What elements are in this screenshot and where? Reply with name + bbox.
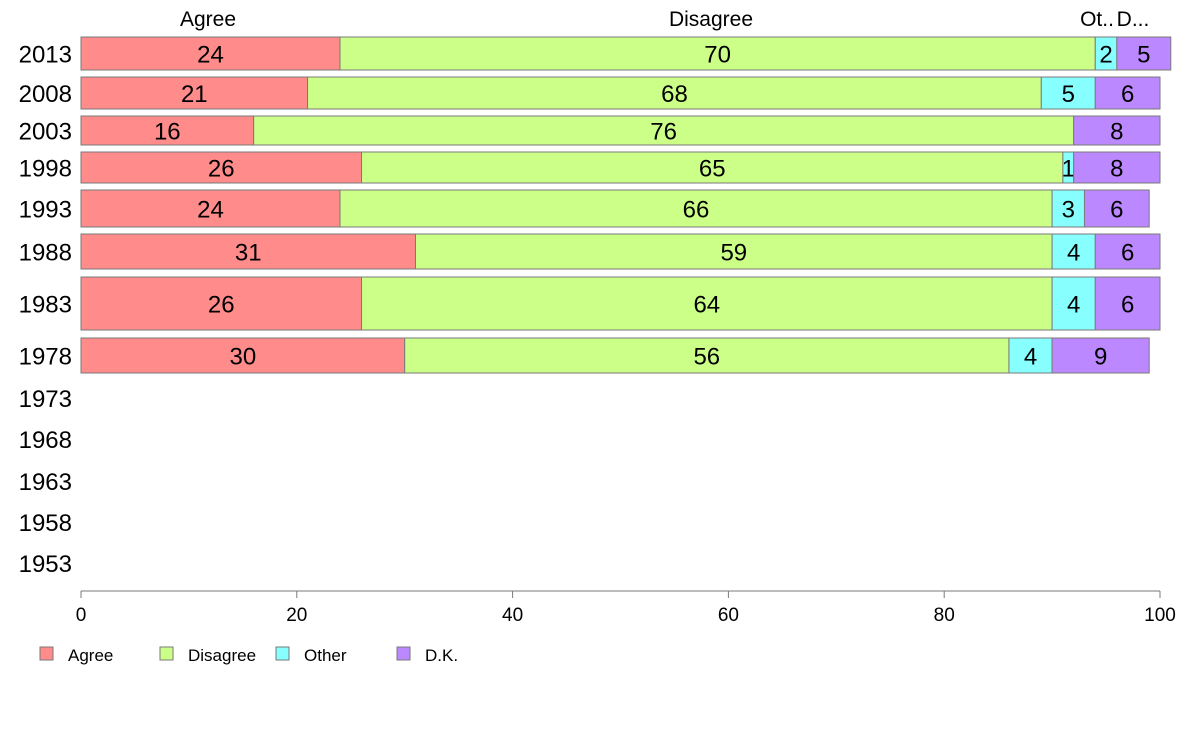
- bar-1993-other: [1051, 189, 1085, 228]
- bar-1988-dk: [1094, 233, 1161, 270]
- bar-2013-dk: [1116, 36, 1172, 71]
- bar-2003-agree: [80, 115, 255, 146]
- data-label-1983-disagree: 64: [693, 292, 720, 319]
- legend-swatch-other: [275, 646, 290, 661]
- data-label-2003-agree: 16: [154, 119, 181, 146]
- column-headers: Agree Disagree Ot.. D...: [180, 8, 1149, 31]
- bar-1988-agree: [80, 233, 416, 270]
- data-label-1983-dk: 6: [1121, 292, 1134, 319]
- data-label-2008-agree: 21: [181, 81, 208, 108]
- legend-swatch-dk: [396, 646, 411, 661]
- bar-2003-dk: [1073, 115, 1161, 146]
- legend-label-agree: Agree: [68, 646, 113, 665]
- x-tick-label-0: 0: [76, 605, 87, 626]
- bar-1998-dk: [1073, 151, 1161, 184]
- bar-1988-other: [1051, 233, 1096, 270]
- bar-1983-dk: [1094, 276, 1161, 331]
- data-label-1988-agree: 31: [235, 240, 262, 267]
- bar-1993-dk: [1083, 189, 1150, 228]
- data-label-1993-dk: 6: [1110, 197, 1123, 224]
- x-tick-label-80: 80: [934, 605, 955, 626]
- bar-1998-agree: [80, 151, 363, 184]
- data-label-1998-other: 1: [1062, 156, 1075, 183]
- data-label-2008-dk: 6: [1121, 81, 1134, 108]
- data-label-1978-dk: 9: [1094, 344, 1107, 371]
- data-label-2003-disagree: 76: [650, 119, 677, 146]
- data-label-1983-other: 4: [1067, 292, 1080, 319]
- year-labels: 2013 2008 2003 1998 1993 1988 1983 1978 1973 1968…: [19, 42, 72, 579]
- x-tick-label-40: 40: [502, 605, 523, 626]
- legend-label-dk: D.K.: [425, 646, 458, 665]
- bar-1978-disagree: [404, 337, 1010, 374]
- bar-2008-dk: [1094, 76, 1161, 110]
- bar-2013-disagree: [339, 36, 1096, 71]
- data-label-1998-agree: 26: [208, 156, 235, 183]
- data-label-1993-agree: 24: [197, 197, 224, 224]
- year-label-1958: 1958: [19, 510, 72, 537]
- data-label-1978-agree: 30: [229, 344, 256, 371]
- bar-1993-agree: [80, 189, 341, 228]
- legend-label-other: Other: [304, 646, 347, 665]
- x-tick-label-100: 100: [1144, 605, 1176, 626]
- year-label-1968: 1968: [19, 427, 72, 454]
- data-label-1998-dk: 8: [1110, 156, 1123, 183]
- year-label-1978: 1978: [19, 344, 72, 371]
- data-label-1998-disagree: 65: [699, 156, 726, 183]
- data-label-2008-disagree: 68: [661, 81, 688, 108]
- bar-1978-other: [1008, 337, 1053, 374]
- year-label-2003: 2003: [19, 119, 72, 146]
- data-label-2003-dk: 8: [1110, 119, 1123, 146]
- year-label-1998: 1998: [19, 156, 72, 183]
- year-label-1953: 1953: [19, 551, 72, 578]
- data-label-2013-other: 2: [1099, 42, 1112, 69]
- bar-1983-agree: [80, 276, 363, 331]
- bar-1983-disagree: [361, 276, 1053, 331]
- bars-group: 24 70 2 521 68 5 616 76 826 65 1 824 66 3 631 59 4 626 64 4…: [80, 36, 1172, 374]
- year-label-2013: 2013: [19, 42, 72, 69]
- column-header-agree: Agree: [180, 8, 236, 31]
- data-label-2013-agree: 24: [197, 42, 224, 69]
- bar-2003-disagree: [253, 115, 1075, 146]
- bar-1978-dk: [1051, 337, 1150, 374]
- bar-2013-agree: [80, 36, 341, 71]
- data-label-1988-dk: 6: [1121, 240, 1134, 267]
- bar-1988-disagree: [414, 233, 1053, 270]
- year-label-1963: 1963: [19, 469, 72, 496]
- bar-1998-disagree: [361, 151, 1064, 184]
- x-tick-label-60: 60: [718, 605, 739, 626]
- legend: Agree Disagree Other D.K.: [39, 646, 458, 665]
- data-label-1983-agree: 26: [208, 292, 235, 319]
- legend-swatch-agree: [39, 646, 54, 661]
- legend-swatch-disagree: [159, 646, 174, 661]
- year-label-1988: 1988: [19, 240, 72, 267]
- column-header-dk: D...: [1117, 8, 1150, 31]
- year-label-1983: 1983: [19, 292, 72, 319]
- data-label-1988-disagree: 59: [720, 240, 747, 267]
- column-header-disagree: Disagree: [669, 8, 753, 31]
- data-label-1993-disagree: 66: [683, 197, 710, 224]
- data-label-2008-other: 5: [1062, 81, 1075, 108]
- year-label-1973: 1973: [19, 386, 72, 413]
- bar-1978-agree: [80, 337, 406, 374]
- x-axis: 0 20 40 60 80 100: [76, 590, 1176, 626]
- bar-2008-disagree: [307, 76, 1042, 110]
- bar-2008-agree: [80, 76, 309, 110]
- data-label-1978-disagree: 56: [693, 344, 720, 371]
- year-label-2008: 2008: [19, 81, 72, 108]
- data-label-1988-other: 4: [1067, 240, 1080, 267]
- legend-label-disagree: Disagree: [188, 646, 256, 665]
- column-header-other: Ot..: [1080, 8, 1114, 31]
- data-label-2013-disagree: 70: [704, 42, 731, 69]
- data-label-2013-dk: 5: [1137, 42, 1150, 69]
- bar-1983-other: [1051, 276, 1096, 331]
- data-label-1978-other: 4: [1024, 344, 1037, 371]
- x-tick-label-20: 20: [286, 605, 307, 626]
- bar-2008-other: [1040, 76, 1096, 110]
- data-label-1993-other: 3: [1062, 197, 1075, 224]
- bar-1993-disagree: [339, 189, 1053, 228]
- year-label-1993: 1993: [19, 197, 72, 224]
